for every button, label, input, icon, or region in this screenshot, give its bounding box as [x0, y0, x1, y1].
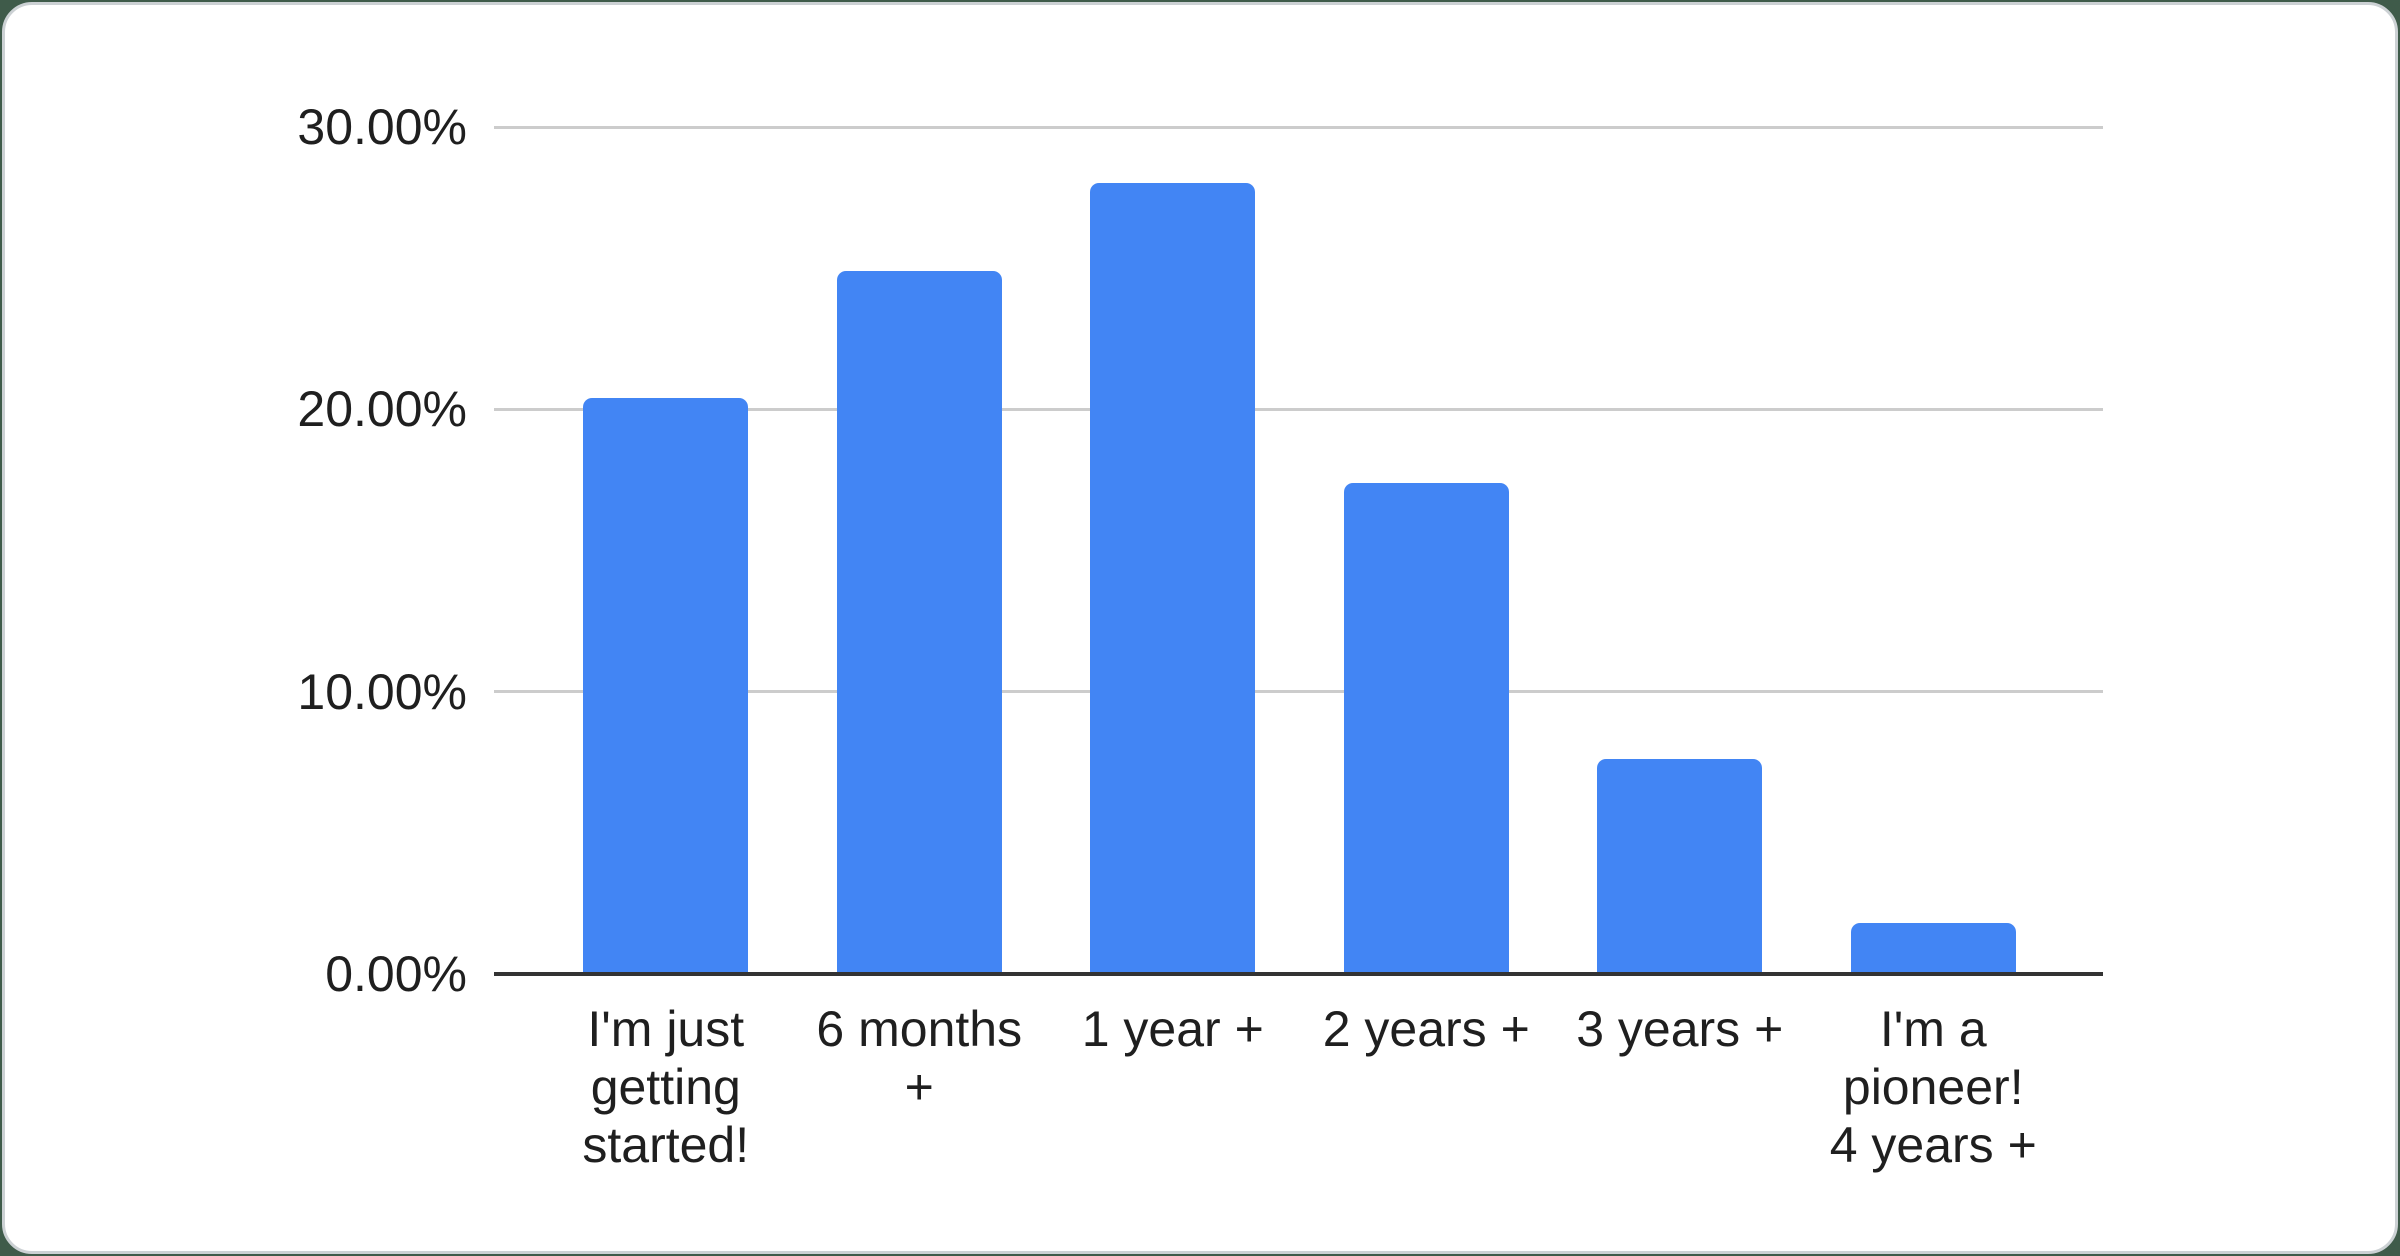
- x-axis-label: 1 year +: [1081, 1001, 1264, 1057]
- gridline-10: [494, 690, 2103, 694]
- x-axis-label: 3 years +: [1576, 1001, 1784, 1057]
- bar-column: [1807, 100, 2061, 974]
- bar-column: [1300, 100, 1554, 974]
- plot-area: [494, 100, 2103, 976]
- bar-2: [836, 271, 1002, 974]
- y-tick-label: 10.00%: [297, 663, 467, 720]
- y-tick-label: 0.00%: [325, 946, 467, 1002]
- x-label-column: I'm just getting started!: [539, 1000, 793, 1174]
- x-axis-label: I'm a pioneer! 4 years +: [1829, 1001, 2037, 1173]
- x-axis-labels: I'm just getting started! 6 months + 1 yea…: [494, 1000, 2103, 1174]
- bar-chart: 0.00% 10.00% 20.00% 30.00% I'm just getting…: [5, 5, 2395, 1251]
- bar-1: [583, 398, 749, 974]
- bars-row: [494, 100, 2103, 974]
- bar-column: [539, 100, 793, 974]
- x-label-column: 2 years +: [1300, 1000, 1554, 1174]
- bar-3: [1090, 183, 1256, 974]
- bar-column: [1553, 100, 1807, 974]
- x-axis-line: [494, 972, 2103, 976]
- x-axis-label: I'm just getting started!: [582, 1001, 750, 1173]
- bar-4: [1343, 482, 1509, 974]
- gridline-30: [494, 125, 2103, 129]
- bar-6: [1850, 923, 2016, 974]
- bar-column: [1046, 100, 1300, 974]
- bar-5: [1597, 759, 1763, 974]
- y-tick-label: 20.00%: [297, 381, 467, 438]
- x-label-column: 6 months +: [793, 1000, 1047, 1174]
- y-axis-tick-labels: 0.00% 10.00% 20.00% 30.00%: [5, 99, 467, 999]
- x-label-column: 3 years +: [1553, 1000, 1807, 1174]
- x-label-column: I'm a pioneer! 4 years +: [1807, 1000, 2061, 1174]
- y-tick-label: 30.00%: [297, 99, 467, 155]
- x-axis-label: 6 months +: [816, 1001, 1023, 1115]
- x-axis-label: 2 years +: [1322, 1001, 1530, 1057]
- bar-column: [793, 100, 1047, 974]
- x-label-column: 1 year +: [1046, 1000, 1300, 1174]
- gridline-20: [494, 407, 2103, 411]
